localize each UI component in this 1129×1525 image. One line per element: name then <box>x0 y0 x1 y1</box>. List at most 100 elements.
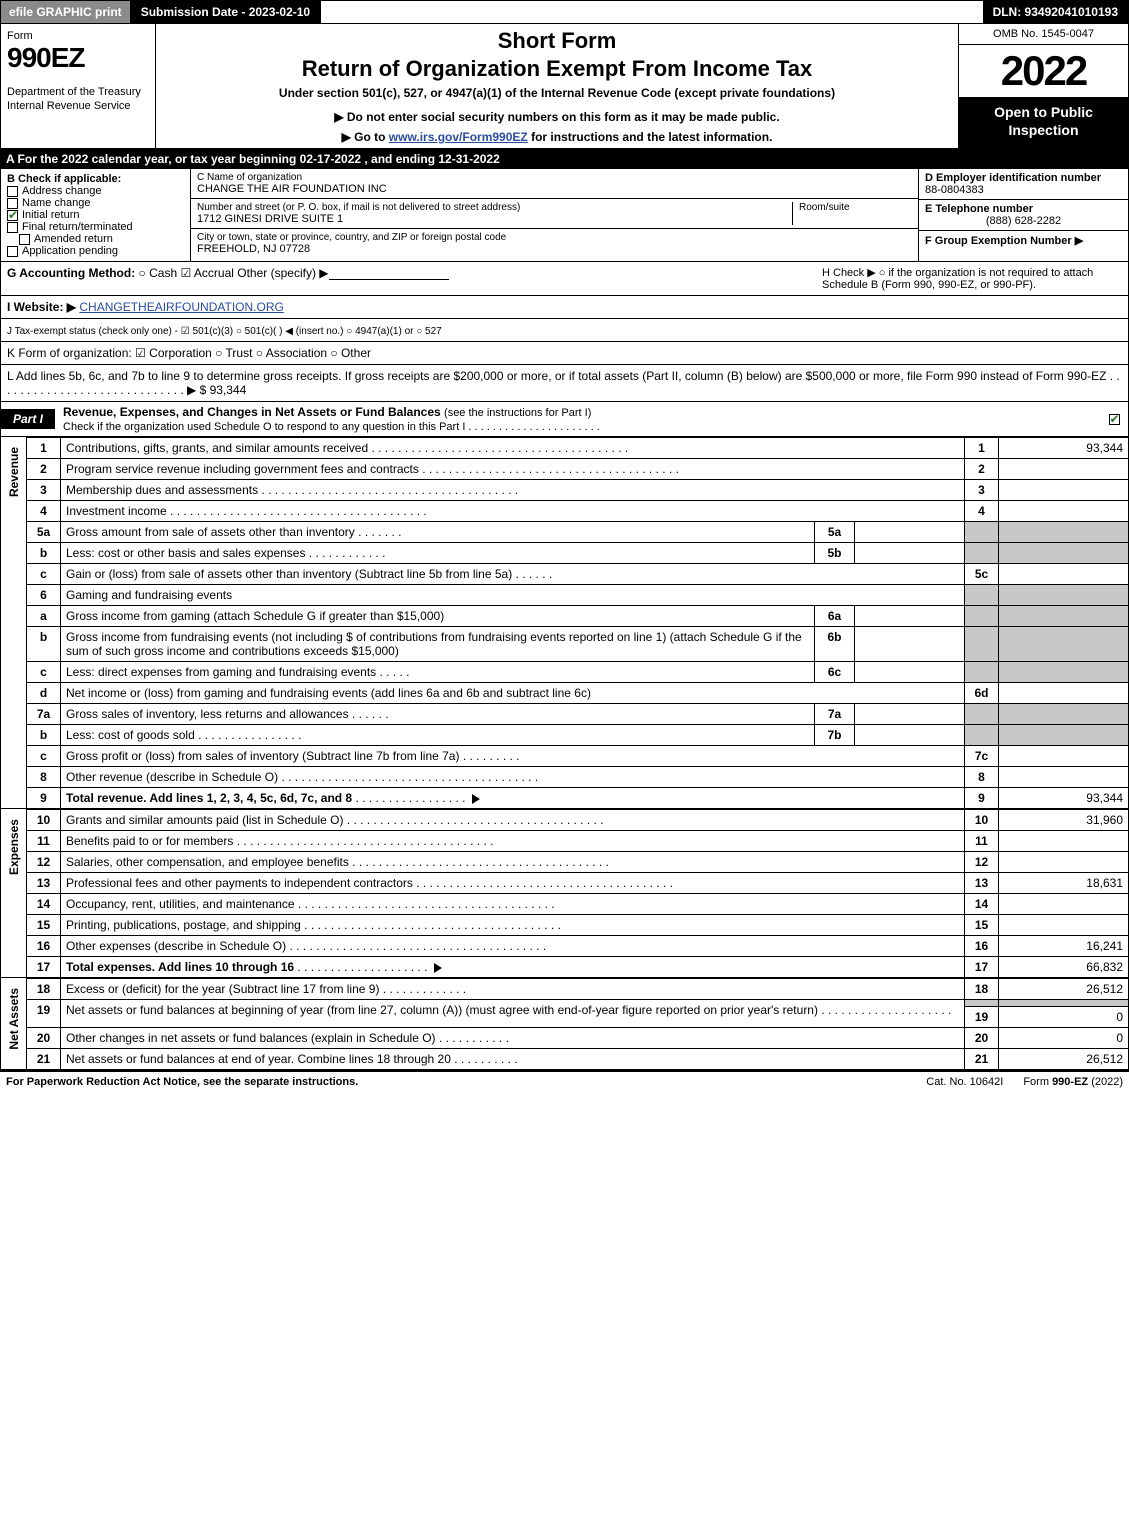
ln-13-ln: 13 <box>965 873 999 894</box>
instructions-link-line: ▶ Go to www.irs.gov/Form990EZ for instru… <box>164 130 950 144</box>
form-label: Form <box>7 30 149 42</box>
ln-16-n: 16 <box>27 936 61 957</box>
ln-6b-shadev <box>999 627 1129 662</box>
ln-5b-d: Less: cost or other basis and sales expe… <box>61 543 815 564</box>
ln-21-ln: 21 <box>965 1049 999 1070</box>
ln-6b-mid: 6b <box>815 627 855 662</box>
sidelabel-revenue: Revenue <box>0 437 26 809</box>
c-name-row: C Name of organization CHANGE THE AIR FO… <box>191 169 918 199</box>
d-ein: D Employer identification number 88-0804… <box>919 169 1128 200</box>
ln-12-n: 12 <box>27 852 61 873</box>
ln-8-ln: 8 <box>965 767 999 788</box>
department: Department of the Treasury Internal Reve… <box>7 86 149 114</box>
top-bar: efile GRAPHIC print Submission Date - 20… <box>0 0 1129 24</box>
ln-19-shadev <box>999 1000 1129 1007</box>
c-city-row: City or town, state or province, country… <box>191 229 918 258</box>
ln-10-val: 31,960 <box>999 810 1129 831</box>
g-opts: ○ Cash ☑ Accrual Other (specify) ▶ <box>139 266 329 280</box>
chk-label: Application pending <box>22 245 118 257</box>
chk-amended-return[interactable]: Amended return <box>7 233 184 245</box>
ln-7a-n: 7a <box>27 704 61 725</box>
ln-6-n: 6 <box>27 585 61 606</box>
ln-5b-mval <box>855 543 965 564</box>
sidelabel-netassets-text: Net Assets <box>7 978 21 1060</box>
warning-ssn: ▶ Do not enter social security numbers o… <box>164 110 950 124</box>
open-to-public: Open to Public Inspection <box>959 97 1128 148</box>
submission-date: Submission Date - 2023-02-10 <box>131 1 321 23</box>
ln-19-d: Net assets or fund balances at beginning… <box>61 1000 965 1028</box>
efile-print-button[interactable]: efile GRAPHIC print <box>1 1 131 23</box>
tax-year: 2022 <box>959 45 1128 97</box>
ln-7a-shadev <box>999 704 1129 725</box>
ln-6b-shade <box>965 627 999 662</box>
ln-5a-d: Gross amount from sale of assets other t… <box>61 522 815 543</box>
ln-2-ln: 2 <box>965 459 999 480</box>
f-group: F Group Exemption Number ▶ <box>919 231 1128 261</box>
arrow-icon <box>472 794 480 804</box>
col-d: D Employer identification number 88-0804… <box>918 169 1128 261</box>
room-suite: Room/suite <box>792 202 912 225</box>
ln-4-d: Investment income <box>61 501 965 522</box>
ln-8-n: 8 <box>27 767 61 788</box>
part1-title: Revenue, Expenses, and Changes in Net As… <box>55 402 1104 436</box>
sidelabel-expenses-text: Expenses <box>7 809 21 885</box>
ln-3-d: Membership dues and assessments <box>61 480 965 501</box>
website-link[interactable]: CHANGETHEAIRFOUNDATION.ORG <box>79 300 283 314</box>
topbar-spacer <box>321 1 982 23</box>
revenue-table: 1Contributions, gifts, grants, and simil… <box>26 437 1129 809</box>
ln-9-n: 9 <box>27 788 61 809</box>
bcd-block: B Check if applicable: Address change Na… <box>0 169 1129 262</box>
org-city: FREEHOLD, NJ 07728 <box>197 243 912 255</box>
ln-7c-ln: 7c <box>965 746 999 767</box>
ln-19-ln: 19 <box>965 1007 999 1028</box>
ln-1-val: 93,344 <box>999 438 1129 459</box>
chk-label: Amended return <box>34 233 113 245</box>
ln-4-n: 4 <box>27 501 61 522</box>
t5-post: for instructions and the latest informat… <box>528 130 773 144</box>
c-city-lbl: City or town, state or province, country… <box>197 232 912 243</box>
ln-10-n: 10 <box>27 810 61 831</box>
chk-name-change[interactable]: Name change <box>7 197 184 209</box>
ln-7a-shade <box>965 704 999 725</box>
phone-value: (888) 628-2282 <box>925 215 1122 227</box>
chk-address-change[interactable]: Address change <box>7 185 184 197</box>
form-header: Form 990EZ Department of the Treasury In… <box>0 24 1129 149</box>
d-lbl: D Employer identification number <box>925 172 1122 184</box>
ln-9-val: 93,344 <box>999 788 1129 809</box>
part1-bar: Part I Revenue, Expenses, and Changes in… <box>0 402 1129 437</box>
instructions-link[interactable]: www.irs.gov/Form990EZ <box>389 130 528 144</box>
ln-5a-shade <box>965 522 999 543</box>
ln-2-n: 2 <box>27 459 61 480</box>
part1-checkbox[interactable] <box>1104 412 1128 426</box>
ln-6d-ln: 6d <box>965 683 999 704</box>
ln-3-n: 3 <box>27 480 61 501</box>
c-addr-cell: Number and street (or P. O. box, if mail… <box>197 202 792 225</box>
chk-label: Initial return <box>22 209 79 221</box>
part1-title-text: Revenue, Expenses, and Changes in Net As… <box>63 405 441 419</box>
ln-7c-d: Gross profit or (loss) from sales of inv… <box>61 746 965 767</box>
col-b: B Check if applicable: Address change Na… <box>1 169 191 261</box>
ln-7b-shadev <box>999 725 1129 746</box>
ln-18-ln: 18 <box>965 979 999 1000</box>
ln-13-val: 18,631 <box>999 873 1129 894</box>
ln-17-n: 17 <box>27 957 61 978</box>
ln-7b-d: Less: cost of goods sold . . . . . . . .… <box>61 725 815 746</box>
ln-6a-shade <box>965 606 999 627</box>
chk-application-pending[interactable]: Application pending <box>7 245 184 257</box>
sidelabel-netassets: Net Assets <box>0 978 26 1070</box>
row-a-tax-year: A For the 2022 calendar year, or tax yea… <box>0 149 1129 169</box>
ln-6a-mval <box>855 606 965 627</box>
page-footer: For Paperwork Reduction Act Notice, see … <box>0 1070 1129 1092</box>
ln-5c-d: Gain or (loss) from sale of assets other… <box>61 564 965 585</box>
ln-3-ln: 3 <box>965 480 999 501</box>
ln-20-ln: 20 <box>965 1028 999 1049</box>
chk-final-return[interactable]: Final return/terminated <box>7 221 184 233</box>
ln-10-d: Grants and similar amounts paid (list in… <box>61 810 965 831</box>
ln-6a-shadev <box>999 606 1129 627</box>
ln-16-val: 16,241 <box>999 936 1129 957</box>
part1-sub: (see the instructions for Part I) <box>444 407 591 419</box>
ln-18-d: Excess or (deficit) for the year (Subtra… <box>61 979 965 1000</box>
chk-initial-return[interactable]: Initial return <box>7 209 184 221</box>
sidelabel-expenses: Expenses <box>0 809 26 978</box>
subtitle-section: Under section 501(c), 527, or 4947(a)(1)… <box>164 86 950 100</box>
